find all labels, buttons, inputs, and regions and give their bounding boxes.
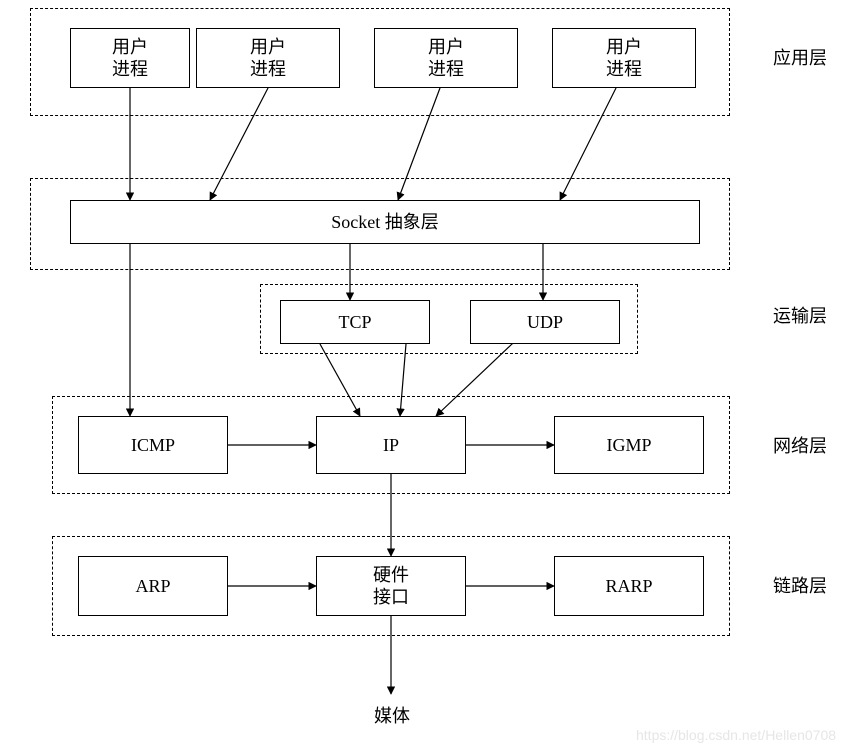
node-icmp: ICMP xyxy=(78,416,228,474)
layer-label-link-text: 链路层 xyxy=(773,572,827,598)
node-tcp-label: TCP xyxy=(338,311,371,334)
layer-label-application-text: 应用层 xyxy=(773,44,827,70)
node-rarp: RARP xyxy=(554,556,704,616)
node-socket-layer: Socket 抽象层 xyxy=(70,200,700,244)
layer-label-transport: 运输层 xyxy=(760,300,840,330)
node-user-process-3-label: 用户 进程 xyxy=(428,36,464,81)
watermark-text: https://blog.csdn.net/Hellen0708 xyxy=(636,727,836,743)
node-hardware-interface-label: 硬件 接口 xyxy=(373,564,409,609)
node-user-process-4: 用户 进程 xyxy=(552,28,696,88)
label-media-text: 媒体 xyxy=(374,702,410,728)
layer-label-network: 网络层 xyxy=(760,430,840,460)
layer-label-link: 链路层 xyxy=(760,570,840,600)
node-user-process-1-label: 用户 进程 xyxy=(112,36,148,81)
node-user-process-2: 用户 进程 xyxy=(196,28,340,88)
node-user-process-2-label: 用户 进程 xyxy=(250,36,286,81)
node-user-process-4-label: 用户 进程 xyxy=(606,36,642,81)
node-igmp: IGMP xyxy=(554,416,704,474)
node-tcp: TCP xyxy=(280,300,430,344)
node-icmp-label: ICMP xyxy=(131,434,175,457)
node-ip-label: IP xyxy=(383,434,399,457)
layer-label-application: 应用层 xyxy=(760,42,840,72)
node-ip: IP xyxy=(316,416,466,474)
node-hardware-interface: 硬件 接口 xyxy=(316,556,466,616)
node-arp: ARP xyxy=(78,556,228,616)
node-user-process-1: 用户 进程 xyxy=(70,28,190,88)
layer-label-network-text: 网络层 xyxy=(773,432,827,458)
watermark-text-content: https://blog.csdn.net/Hellen0708 xyxy=(636,727,836,743)
node-udp-label: UDP xyxy=(527,311,563,334)
layer-label-transport-text: 运输层 xyxy=(773,302,827,328)
node-arp-label: ARP xyxy=(135,575,170,598)
node-rarp-label: RARP xyxy=(605,575,652,598)
label-media: 媒体 xyxy=(362,700,422,730)
node-socket-layer-label: Socket 抽象层 xyxy=(331,211,439,234)
node-udp: UDP xyxy=(470,300,620,344)
node-igmp-label: IGMP xyxy=(606,434,651,457)
node-user-process-3: 用户 进程 xyxy=(374,28,518,88)
